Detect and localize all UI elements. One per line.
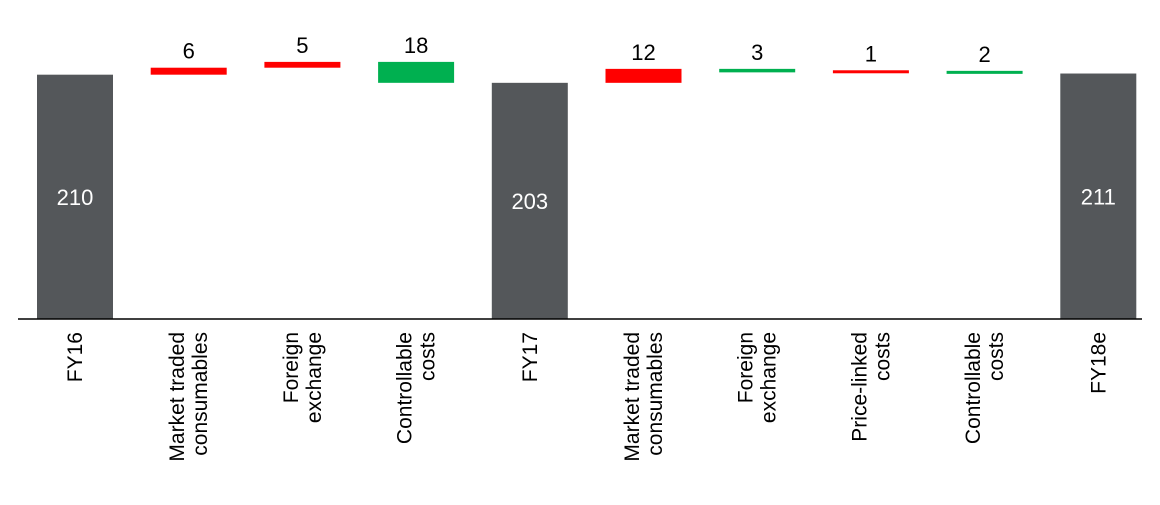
data-label: 2 <box>978 42 990 67</box>
data-label: 203 <box>511 189 548 214</box>
category-label-line: costs <box>417 332 440 381</box>
increase-bar <box>605 68 682 83</box>
category-label-line: FY18e <box>1087 332 1110 394</box>
category-label: Price-linked costs <box>848 332 894 442</box>
category-label: Foreign exchange <box>280 332 326 423</box>
category-label-line: consumables <box>189 332 212 456</box>
category-label: FY16 <box>64 332 87 382</box>
data-label: 6 <box>183 39 195 64</box>
category-label-line: Market traded <box>621 332 644 462</box>
data-label: 5 <box>296 33 308 58</box>
total-bar <box>37 74 113 319</box>
data-label: 210 <box>57 185 94 210</box>
data-label: 1 <box>865 41 877 66</box>
category-label: Foreign exchange <box>735 332 781 423</box>
decrease-bar <box>946 70 1023 74</box>
category-label-line: Controllable <box>962 332 985 444</box>
category-label-line: costs <box>871 332 894 381</box>
increase-bar <box>264 61 341 68</box>
total-bar <box>491 82 568 319</box>
category-label-line: Price-linked <box>848 332 871 442</box>
increase-bar <box>150 67 227 75</box>
decrease-bar <box>378 61 455 83</box>
category-label: Controllable costs <box>394 332 440 444</box>
category-label-line: Controllable <box>394 332 417 444</box>
category-label-line: exchange <box>758 332 781 423</box>
category-label-line: exchange <box>303 332 326 423</box>
increase-bar <box>832 70 909 74</box>
category-label: FY17 <box>519 332 542 382</box>
category-label-line: Market traded <box>166 332 189 462</box>
category-label: Market traded consumables <box>621 332 667 462</box>
category-label-line: FY17 <box>519 332 542 382</box>
category-label-line: Foreign <box>280 332 303 403</box>
data-label: 3 <box>751 40 763 65</box>
bars-layer <box>37 61 1137 319</box>
category-label-line: FY16 <box>64 332 87 382</box>
data-label: 12 <box>631 40 655 65</box>
decrease-bar <box>719 68 796 73</box>
category-label-line: costs <box>985 332 1008 381</box>
category-label-line: consumables <box>644 332 667 456</box>
category-label: Controllable costs <box>962 332 1008 444</box>
category-label: FY18e <box>1087 332 1110 394</box>
data-label: 18 <box>404 33 428 58</box>
data-label: 211 <box>1081 184 1116 209</box>
category-label-line: Foreign <box>735 332 758 403</box>
category-label: Market traded consumables <box>166 332 212 462</box>
total-bar <box>1060 73 1137 319</box>
